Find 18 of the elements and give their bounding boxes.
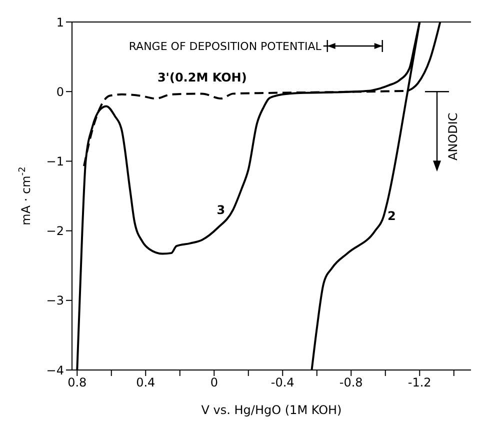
series-label: 3'(0.2M KOH): [157, 70, 247, 85]
y-tick-label: −1: [46, 154, 64, 168]
y-tick-label: −4: [46, 363, 64, 378]
y-tick-label: −2: [46, 224, 64, 238]
series-label: 2: [387, 209, 396, 224]
x-tick-label: -0.8: [339, 376, 363, 390]
y-tick-label: 0: [56, 84, 64, 99]
x-tick-label: 0: [210, 376, 218, 390]
x-axis-title: V vs. Hg/HgO (1M KOH): [201, 403, 342, 417]
y-tick-label: 1: [56, 15, 64, 30]
annotation: ANODIC: [446, 112, 460, 160]
series-label: 3: [216, 202, 226, 217]
y-tick-label: −3: [46, 294, 64, 308]
x-tick-label: -0.4: [270, 376, 294, 390]
annotation: RANGE OF DEPOSITION POTENTIAL: [128, 40, 322, 53]
x-tick-label: -1.2: [408, 376, 432, 390]
x-tick-label: 0.4: [136, 376, 156, 390]
x-tick-label: 0.8: [68, 376, 87, 390]
